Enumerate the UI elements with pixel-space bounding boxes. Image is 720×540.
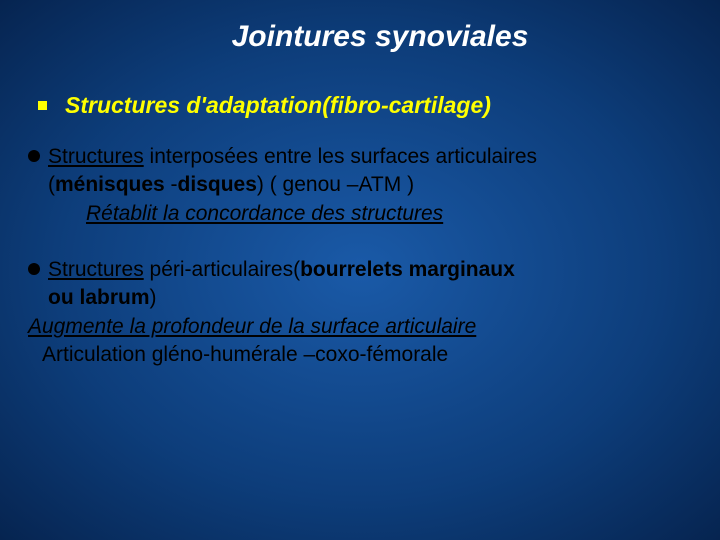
text-span: ménisques — [55, 173, 165, 196]
bullet-line-2: Structures péri-articulaires(bourrelets … — [28, 256, 692, 284]
subhead-text: Structures d'adaptation(fibro-cartilage) — [65, 92, 491, 119]
body-block-2: Structures péri-articulaires(bourrelets … — [28, 256, 692, 369]
body-text-line: Augmente la profondeur de la surface art… — [28, 313, 692, 341]
text-span: ) — [150, 286, 157, 309]
body-text-line: ou labrum) — [48, 284, 692, 312]
body-text-line: Articulation gléno-humérale –coxo-fémora… — [42, 341, 692, 369]
text-span: ( — [48, 173, 55, 196]
text-span: Structures — [48, 145, 144, 168]
round-bullet-icon — [28, 263, 40, 275]
text-span: péri-articulaires( — [144, 258, 300, 281]
slide-title: Jointures synoviales — [68, 20, 692, 54]
body-text-line: Structures interposées entre les surface… — [48, 143, 537, 171]
text-span: Structures — [48, 258, 144, 281]
text-span: disques — [178, 173, 257, 196]
text-span: - — [165, 173, 178, 196]
text-span: bourrelets marginaux — [300, 258, 515, 281]
text-span: ) ( genou –ATM ) — [257, 173, 414, 196]
subhead-row: Structures d'adaptation(fibro-cartilage) — [38, 92, 692, 119]
square-bullet-icon — [38, 101, 47, 110]
body-text-line: Structures péri-articulaires(bourrelets … — [48, 256, 515, 284]
body-block-1: Structures interposées entre les surface… — [28, 143, 692, 228]
text-span: ou labrum — [48, 286, 150, 309]
body-text-line: (ménisques -disques) ( genou –ATM ) — [48, 171, 692, 199]
text-span: interposées entre les surfaces articulai… — [144, 145, 537, 168]
body-text-line: Rétablit la concordance des structures — [86, 200, 692, 228]
round-bullet-icon — [28, 150, 40, 162]
bullet-line-1: Structures interposées entre les surface… — [28, 143, 692, 171]
